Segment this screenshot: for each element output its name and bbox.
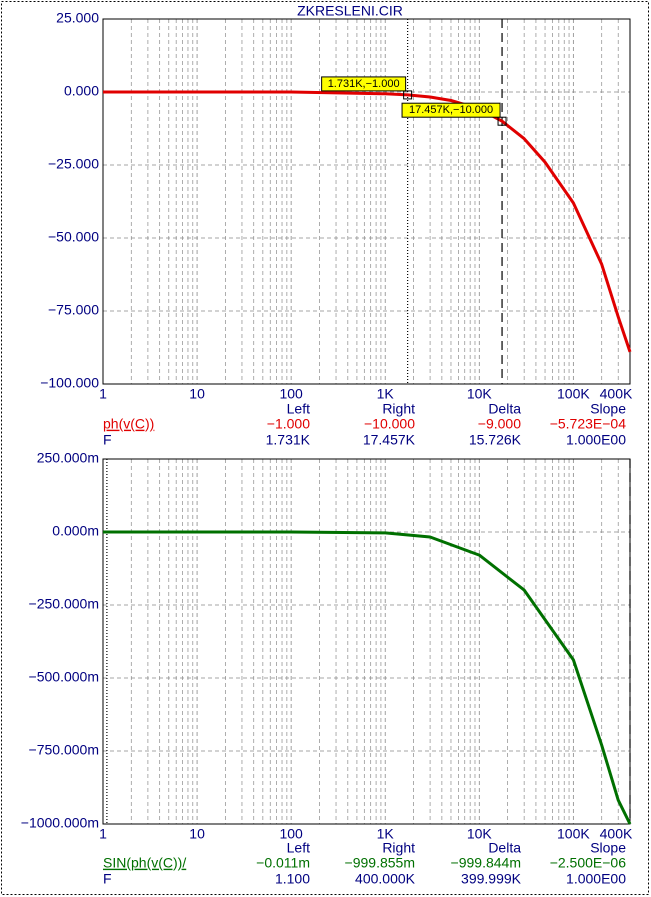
x-tick-label: 1K bbox=[377, 826, 395, 842]
cursor-value: 399.999K bbox=[461, 871, 522, 887]
annotation-label: 1.731K,−1.000 bbox=[328, 78, 400, 90]
cursor-value: 17.457K bbox=[363, 432, 416, 448]
x-tick-label: 10 bbox=[189, 826, 205, 842]
x-tick-label: 1K bbox=[377, 386, 395, 402]
x-tick-label: 100 bbox=[279, 826, 303, 842]
cursor-value: −999.844m bbox=[451, 855, 521, 871]
y-tick-label: 25.000 bbox=[56, 10, 99, 26]
cursor-column-header: Left bbox=[287, 401, 310, 417]
x-tick-label: 100K bbox=[557, 386, 590, 402]
annotation-box bbox=[321, 76, 407, 92]
y-tick-label: −25.000 bbox=[48, 156, 99, 172]
chart-title: ZKRESLENI.CIR bbox=[297, 3, 403, 19]
cursor-value: −2.500E−06 bbox=[550, 855, 627, 871]
x-tick-label: 400K bbox=[600, 826, 633, 842]
cursor-column-header: Left bbox=[287, 840, 310, 856]
series-line bbox=[103, 530, 632, 825]
x-tick-label: 100K bbox=[557, 826, 590, 842]
cursor-row-label: F bbox=[103, 432, 112, 448]
series-line bbox=[103, 90, 632, 353]
cursor-row-label: SIN(ph(v(C))/ bbox=[103, 855, 186, 871]
cursor-value: −5.723E−04 bbox=[550, 416, 627, 432]
y-tick-label: −50.000 bbox=[48, 229, 99, 245]
cursor-marker bbox=[497, 116, 507, 126]
cursor-value: −10.000 bbox=[364, 416, 415, 432]
y-tick-label: −250.000m bbox=[29, 596, 99, 612]
cursor-column-header: Slope bbox=[590, 840, 626, 856]
cursor-column-header: Right bbox=[382, 840, 415, 856]
y-tick-label: −100.000 bbox=[40, 375, 99, 391]
y-tick-label: −1000.000m bbox=[21, 815, 99, 831]
x-tick-label: 10K bbox=[467, 386, 493, 402]
x-tick-label: 10 bbox=[189, 386, 205, 402]
plot-frame bbox=[102, 18, 631, 385]
x-tick-label: 1 bbox=[99, 826, 107, 842]
x-tick-label: 1 bbox=[99, 386, 107, 402]
plot-frame bbox=[102, 458, 631, 825]
y-tick-label: −750.000m bbox=[29, 742, 99, 758]
cursor-value: 15.726K bbox=[469, 432, 522, 448]
y-tick-label: −500.000m bbox=[29, 669, 99, 685]
cursor-value: 1.100 bbox=[275, 871, 310, 887]
cursor-column-header: Slope bbox=[590, 401, 626, 417]
cursor-value: 1.000E00 bbox=[566, 871, 626, 887]
cursor-value: −0.011m bbox=[256, 855, 310, 871]
cursor-value: −1.000 bbox=[267, 416, 310, 432]
cursor-column-header: Delta bbox=[488, 401, 521, 417]
y-tick-label: 250.000m bbox=[37, 450, 99, 466]
cursor-value: 1.731K bbox=[266, 432, 311, 448]
x-tick-label: 100 bbox=[279, 386, 303, 402]
cursor-column-header: Right bbox=[382, 401, 415, 417]
cursor-marker bbox=[403, 90, 413, 100]
cursor-value: −9.000 bbox=[478, 416, 521, 432]
annotation-box bbox=[401, 102, 501, 118]
y-tick-label: 0.000 bbox=[64, 83, 99, 99]
cursor-row-label: ph(v(C)) bbox=[103, 416, 154, 432]
x-tick-label: 400K bbox=[600, 386, 633, 402]
cursor-value: −999.855m bbox=[345, 855, 415, 871]
y-tick-label: −75.000 bbox=[48, 302, 99, 318]
annotation-label: 17.457K,−10.000 bbox=[409, 104, 493, 116]
y-tick-label: 0.000m bbox=[52, 523, 99, 539]
cursor-value: 400.000K bbox=[355, 871, 416, 887]
cursor-row-label: F bbox=[103, 871, 112, 887]
cursor-column-header: Delta bbox=[488, 840, 521, 856]
cursor-value: 1.000E00 bbox=[566, 432, 626, 448]
x-tick-label: 10K bbox=[467, 826, 493, 842]
